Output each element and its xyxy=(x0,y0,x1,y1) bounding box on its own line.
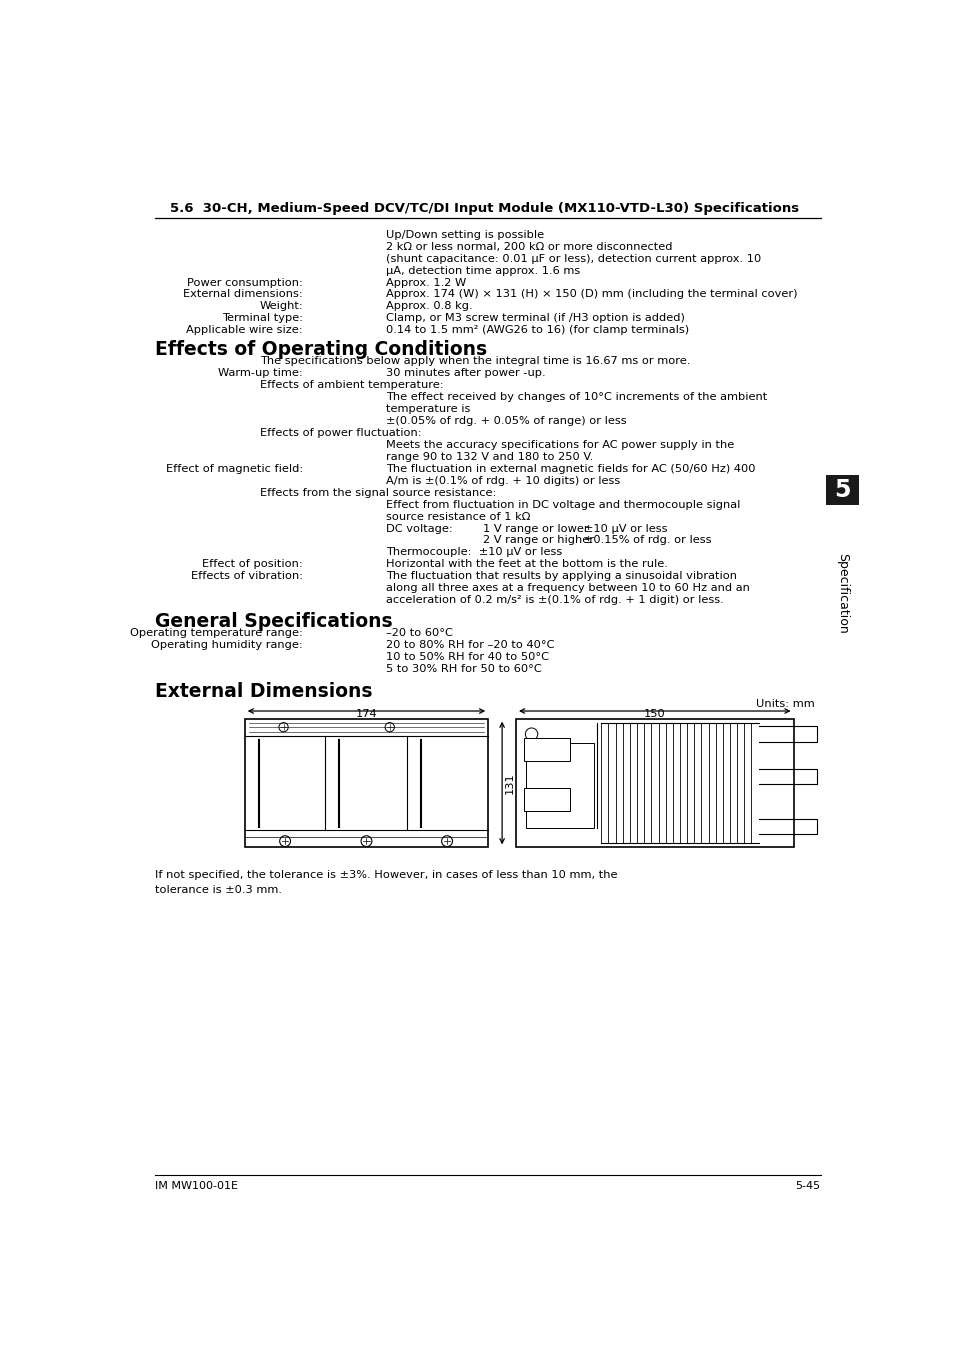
Text: Terminal type:: Terminal type: xyxy=(221,313,303,323)
Text: Clamp, or M3 screw terminal (if /H3 option is added): Clamp, or M3 screw terminal (if /H3 opti… xyxy=(385,313,684,323)
Text: ±(0.05% of rdg. + 0.05% of range) or less: ±(0.05% of rdg. + 0.05% of range) or les… xyxy=(385,416,626,427)
Text: External dimensions:: External dimensions: xyxy=(183,289,303,300)
Text: 10 to 50% RH for 40 to 50°C: 10 to 50% RH for 40 to 50°C xyxy=(385,652,548,662)
Text: range 90 to 132 V and 180 to 250 V.: range 90 to 132 V and 180 to 250 V. xyxy=(385,452,593,462)
Text: DC voltage:: DC voltage: xyxy=(385,524,452,533)
Text: 150: 150 xyxy=(643,710,665,720)
Text: Effects of ambient temperature:: Effects of ambient temperature: xyxy=(260,381,443,390)
Text: Effects of Operating Conditions: Effects of Operating Conditions xyxy=(154,340,487,359)
Text: If not specified, the tolerance is ±3%. However, in cases of less than 10 mm, th: If not specified, the tolerance is ±3%. … xyxy=(154,871,617,880)
Text: along all three axes at a frequency between 10 to 60 Hz and an: along all three axes at a frequency betw… xyxy=(385,583,749,593)
Bar xyxy=(523,788,570,811)
Text: The specifications below apply when the integral time is 16.67 ms or more.: The specifications below apply when the … xyxy=(260,356,690,366)
Circle shape xyxy=(385,722,394,732)
Bar xyxy=(516,718,793,848)
Text: Approx. 0.8 kg.: Approx. 0.8 kg. xyxy=(385,301,472,312)
Text: tolerance is ±0.3 mm.: tolerance is ±0.3 mm. xyxy=(154,886,281,895)
Bar xyxy=(245,718,488,848)
Text: Effects of power fluctuation:: Effects of power fluctuation: xyxy=(260,428,421,437)
Text: Units: mm: Units: mm xyxy=(755,699,814,709)
Text: Power consumption:: Power consumption: xyxy=(187,278,303,288)
Circle shape xyxy=(279,836,291,846)
Text: Effects from the signal source resistance:: Effects from the signal source resistanc… xyxy=(260,487,497,498)
Text: 0.14 to 1.5 mm² (AWG26 to 16) (for clamp terminals): 0.14 to 1.5 mm² (AWG26 to 16) (for clamp… xyxy=(385,325,688,335)
Text: A/m is ±(0.1% of rdg. + 10 digits) or less: A/m is ±(0.1% of rdg. + 10 digits) or le… xyxy=(385,475,619,486)
Bar xyxy=(825,475,858,505)
Text: μA, detection time approx. 1.6 ms: μA, detection time approx. 1.6 ms xyxy=(385,266,579,275)
Text: (shunt capacitance: 0.01 μF or less), detection current approx. 10: (shunt capacitance: 0.01 μF or less), de… xyxy=(385,254,760,263)
Text: The fluctuation in external magnetic fields for AC (50/60 Hz) 400: The fluctuation in external magnetic fie… xyxy=(385,464,755,474)
Text: ±0.15% of rdg. or less: ±0.15% of rdg. or less xyxy=(583,536,711,545)
Text: The fluctuation that results by applying a sinusoidal vibration: The fluctuation that results by applying… xyxy=(385,571,736,582)
Text: IM MW100-01E: IM MW100-01E xyxy=(154,1181,237,1191)
Text: Horizontal with the feet at the bottom is the rule.: Horizontal with the feet at the bottom i… xyxy=(385,559,667,570)
Bar xyxy=(523,738,570,761)
Circle shape xyxy=(525,728,537,740)
Text: Approx. 174 (W) × 131 (H) × 150 (D) mm (including the terminal cover): Approx. 174 (W) × 131 (H) × 150 (D) mm (… xyxy=(385,289,797,300)
Text: Effects of vibration:: Effects of vibration: xyxy=(191,571,303,582)
Circle shape xyxy=(441,836,452,846)
Text: The effect received by changes of 10°C increments of the ambient: The effect received by changes of 10°C i… xyxy=(385,393,766,402)
Text: ±10 μV or less: ±10 μV or less xyxy=(583,524,667,533)
Circle shape xyxy=(360,836,372,846)
Text: 20 to 80% RH for –20 to 40°C: 20 to 80% RH for –20 to 40°C xyxy=(385,640,554,649)
Text: source resistance of 1 kΩ: source resistance of 1 kΩ xyxy=(385,512,530,521)
Text: Warm-up time:: Warm-up time: xyxy=(218,369,303,378)
Text: 5-45: 5-45 xyxy=(795,1181,820,1191)
Circle shape xyxy=(278,722,288,732)
Text: 131: 131 xyxy=(505,772,515,794)
Bar xyxy=(525,744,593,828)
Text: Specification: Specification xyxy=(835,554,848,633)
Text: Effect from fluctuation in DC voltage and thermocouple signal: Effect from fluctuation in DC voltage an… xyxy=(385,500,740,510)
Text: Meets the accuracy specifications for AC power supply in the: Meets the accuracy specifications for AC… xyxy=(385,440,733,450)
Text: Up/Down setting is possible: Up/Down setting is possible xyxy=(385,230,543,240)
Text: Thermocouple:  ±10 μV or less: Thermocouple: ±10 μV or less xyxy=(385,547,561,558)
Text: 5.6  30-CH, Medium-Speed DCV/TC/DI Input Module (MX110-VTD-L30) Specifications: 5.6 30-CH, Medium-Speed DCV/TC/DI Input … xyxy=(171,201,799,215)
Text: temperature is: temperature is xyxy=(385,404,470,414)
Text: Approx. 1.2 W: Approx. 1.2 W xyxy=(385,278,466,288)
Text: Applicable wire size:: Applicable wire size: xyxy=(186,325,303,335)
Text: Operating humidity range:: Operating humidity range: xyxy=(151,640,303,649)
Text: 5 to 30% RH for 50 to 60°C: 5 to 30% RH for 50 to 60°C xyxy=(385,664,541,674)
Text: 5: 5 xyxy=(833,478,850,502)
Text: Effect of magnetic field:: Effect of magnetic field: xyxy=(166,464,303,474)
Text: Operating temperature range:: Operating temperature range: xyxy=(130,628,303,637)
Text: acceleration of 0.2 m/s² is ±(0.1% of rdg. + 1 digit) or less.: acceleration of 0.2 m/s² is ±(0.1% of rd… xyxy=(385,595,722,605)
Text: 2 kΩ or less normal, 200 kΩ or more disconnected: 2 kΩ or less normal, 200 kΩ or more disc… xyxy=(385,242,672,251)
Text: External Dimensions: External Dimensions xyxy=(154,682,372,701)
Text: 1 V range or lower: 1 V range or lower xyxy=(483,524,589,533)
Text: Effect of position:: Effect of position: xyxy=(202,559,303,570)
Text: –20 to 60°C: –20 to 60°C xyxy=(385,628,453,637)
Text: Weight:: Weight: xyxy=(259,301,303,312)
Text: 2 V range or higher: 2 V range or higher xyxy=(483,536,594,545)
Text: 30 minutes after power -up.: 30 minutes after power -up. xyxy=(385,369,545,378)
Text: General Specifications: General Specifications xyxy=(154,612,392,630)
Text: 174: 174 xyxy=(355,710,376,720)
